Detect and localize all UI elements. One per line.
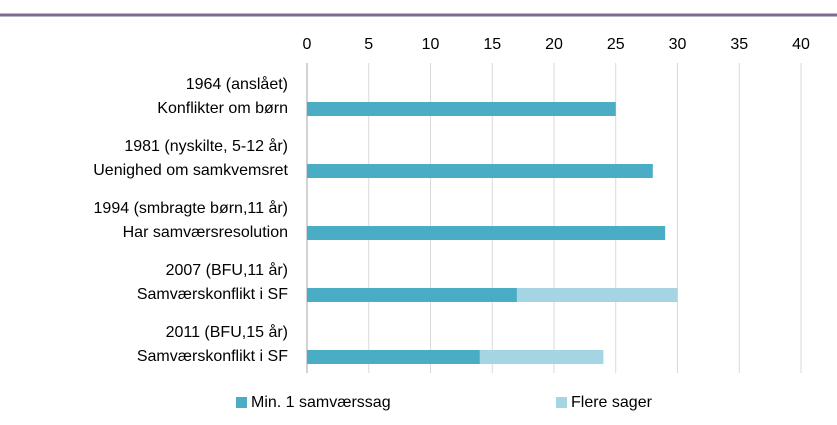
y-tick-label: 1994 (smbragte børn,11 år) [94,199,288,217]
bar [307,102,616,116]
x-tick-label: 40 [792,36,810,53]
legend-swatch [236,397,247,408]
x-tick-label: 5 [364,36,373,53]
y-tick-label: 2011 (BFU,15 år) [166,323,288,341]
y-tick-label: 2007 (BFU,11 år) [166,261,288,279]
bar [479,350,604,364]
bar [307,226,666,240]
x-tick-label: 15 [483,36,501,53]
legend-swatch [556,397,567,408]
y-tick-label: Samværskonflikt i SF [137,286,288,303]
legend-label: Flere sager [571,394,653,411]
bar [307,164,653,178]
bar [307,288,517,302]
bar [307,350,480,364]
y-tick-label: Har samværsresolution [123,224,288,241]
y-tick-label: Konflikter om børn [157,100,288,117]
legend-label: Min. 1 samværssag [251,394,391,411]
y-tick-label: Uenighed om samkvemsret [93,162,288,179]
x-tick-label: 25 [607,36,625,53]
x-tick-label: 20 [545,36,563,53]
x-tick-label: 35 [730,36,748,53]
x-tick-label: 10 [422,36,440,53]
x-tick-label: 30 [669,36,687,53]
x-tick-label: 0 [303,36,312,53]
y-tick-label: 1964 (anslået) [186,75,288,93]
bar [516,288,678,302]
y-tick-label: Samværskonflikt i SF [137,348,288,365]
y-tick-label: 1981 (nyskilte, 5-12 år) [124,137,288,155]
